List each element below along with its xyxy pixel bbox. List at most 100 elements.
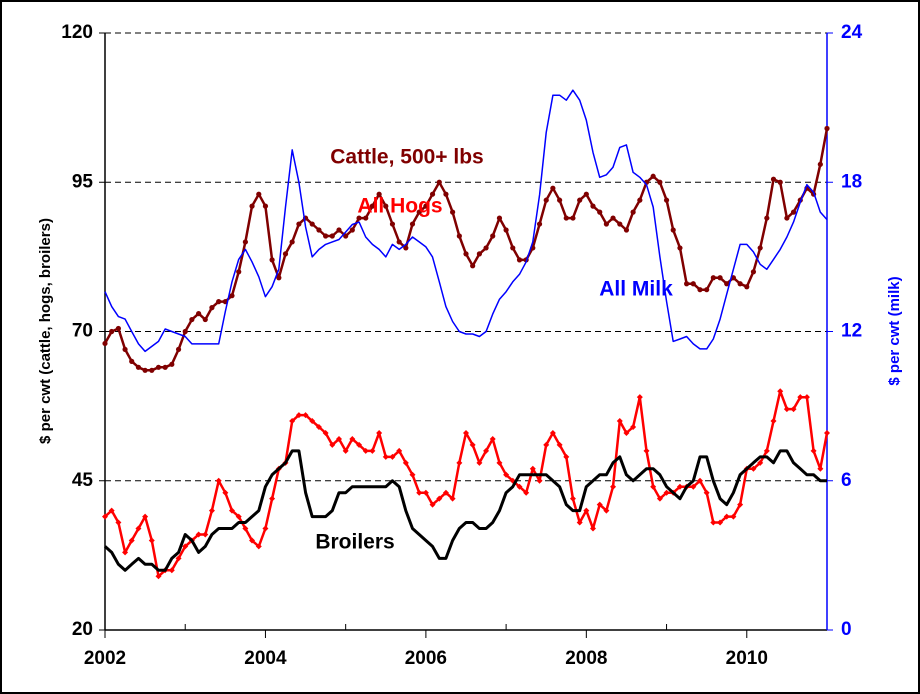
x-tick-label: 2004	[244, 648, 287, 669]
point	[744, 284, 750, 290]
point	[122, 346, 128, 353]
point	[717, 275, 723, 281]
x-tick-label: 2010	[726, 648, 768, 669]
point	[543, 197, 549, 203]
point	[757, 459, 764, 466]
point	[289, 418, 296, 425]
point	[349, 435, 356, 442]
point	[195, 531, 202, 538]
point	[429, 501, 436, 508]
point	[262, 525, 269, 532]
point	[684, 281, 690, 287]
point	[442, 489, 449, 496]
point	[443, 191, 449, 197]
y2-axis-label: $ per cwt (milk)	[886, 276, 903, 385]
point	[315, 424, 322, 431]
point	[670, 227, 676, 233]
point	[376, 429, 383, 436]
point	[228, 507, 235, 514]
point	[543, 441, 550, 448]
point	[196, 310, 202, 317]
point	[597, 209, 603, 215]
point	[777, 388, 784, 395]
y-tick-label: 70	[72, 321, 93, 342]
point	[269, 257, 275, 263]
point	[777, 179, 783, 185]
series-label: All Milk	[599, 278, 673, 301]
point	[249, 203, 255, 209]
point	[529, 465, 536, 472]
point	[115, 325, 121, 332]
point	[577, 197, 583, 203]
point	[523, 489, 530, 496]
point	[456, 459, 463, 466]
point	[636, 394, 643, 401]
point	[175, 346, 182, 353]
point	[476, 459, 483, 466]
point	[216, 299, 222, 305]
point	[496, 459, 503, 466]
point	[269, 495, 276, 502]
point	[343, 233, 349, 239]
point	[570, 215, 576, 221]
point	[450, 209, 456, 215]
point	[309, 221, 315, 227]
point	[817, 465, 824, 472]
point	[763, 447, 770, 454]
point	[569, 495, 576, 502]
point	[616, 418, 623, 425]
x-tick-label: 2002	[84, 648, 126, 669]
point	[623, 227, 630, 233]
point	[349, 227, 355, 233]
point	[483, 245, 489, 251]
point	[596, 501, 603, 508]
point	[215, 477, 222, 484]
y-tick-label: 95	[72, 171, 94, 192]
point	[256, 191, 262, 197]
point	[155, 364, 162, 370]
point	[149, 367, 155, 373]
point	[623, 429, 630, 436]
point	[369, 447, 376, 454]
point	[389, 453, 396, 460]
series-line	[104, 89, 828, 353]
point	[242, 239, 248, 245]
point	[650, 483, 657, 490]
point	[396, 447, 403, 454]
point	[697, 287, 703, 293]
point	[536, 221, 543, 227]
point	[295, 412, 302, 419]
point	[824, 125, 830, 132]
point	[255, 543, 262, 550]
point	[202, 316, 208, 323]
y2-tick-label: 12	[841, 321, 862, 342]
point	[704, 287, 710, 293]
point	[784, 215, 790, 221]
x-tick-label: 2008	[565, 648, 607, 669]
point	[336, 227, 342, 233]
point	[797, 394, 804, 401]
point	[463, 251, 469, 257]
point	[469, 441, 476, 448]
point	[262, 203, 269, 209]
series-label: Cattle, 500+ lbs	[330, 146, 484, 169]
point	[583, 191, 589, 197]
point	[456, 233, 462, 239]
y2-tick-label: 6	[841, 470, 852, 491]
point	[817, 161, 823, 167]
point	[289, 239, 295, 245]
point	[556, 441, 563, 448]
point	[489, 435, 496, 442]
x-tick-label: 2006	[405, 648, 447, 669]
series-label: Broilers	[315, 531, 394, 554]
point	[168, 567, 175, 574]
point	[677, 245, 683, 251]
point	[610, 215, 616, 221]
point	[549, 429, 556, 436]
series-label: All Hogs	[357, 195, 442, 218]
point	[503, 471, 510, 478]
point	[770, 418, 777, 425]
point	[128, 537, 135, 544]
point	[389, 221, 396, 227]
